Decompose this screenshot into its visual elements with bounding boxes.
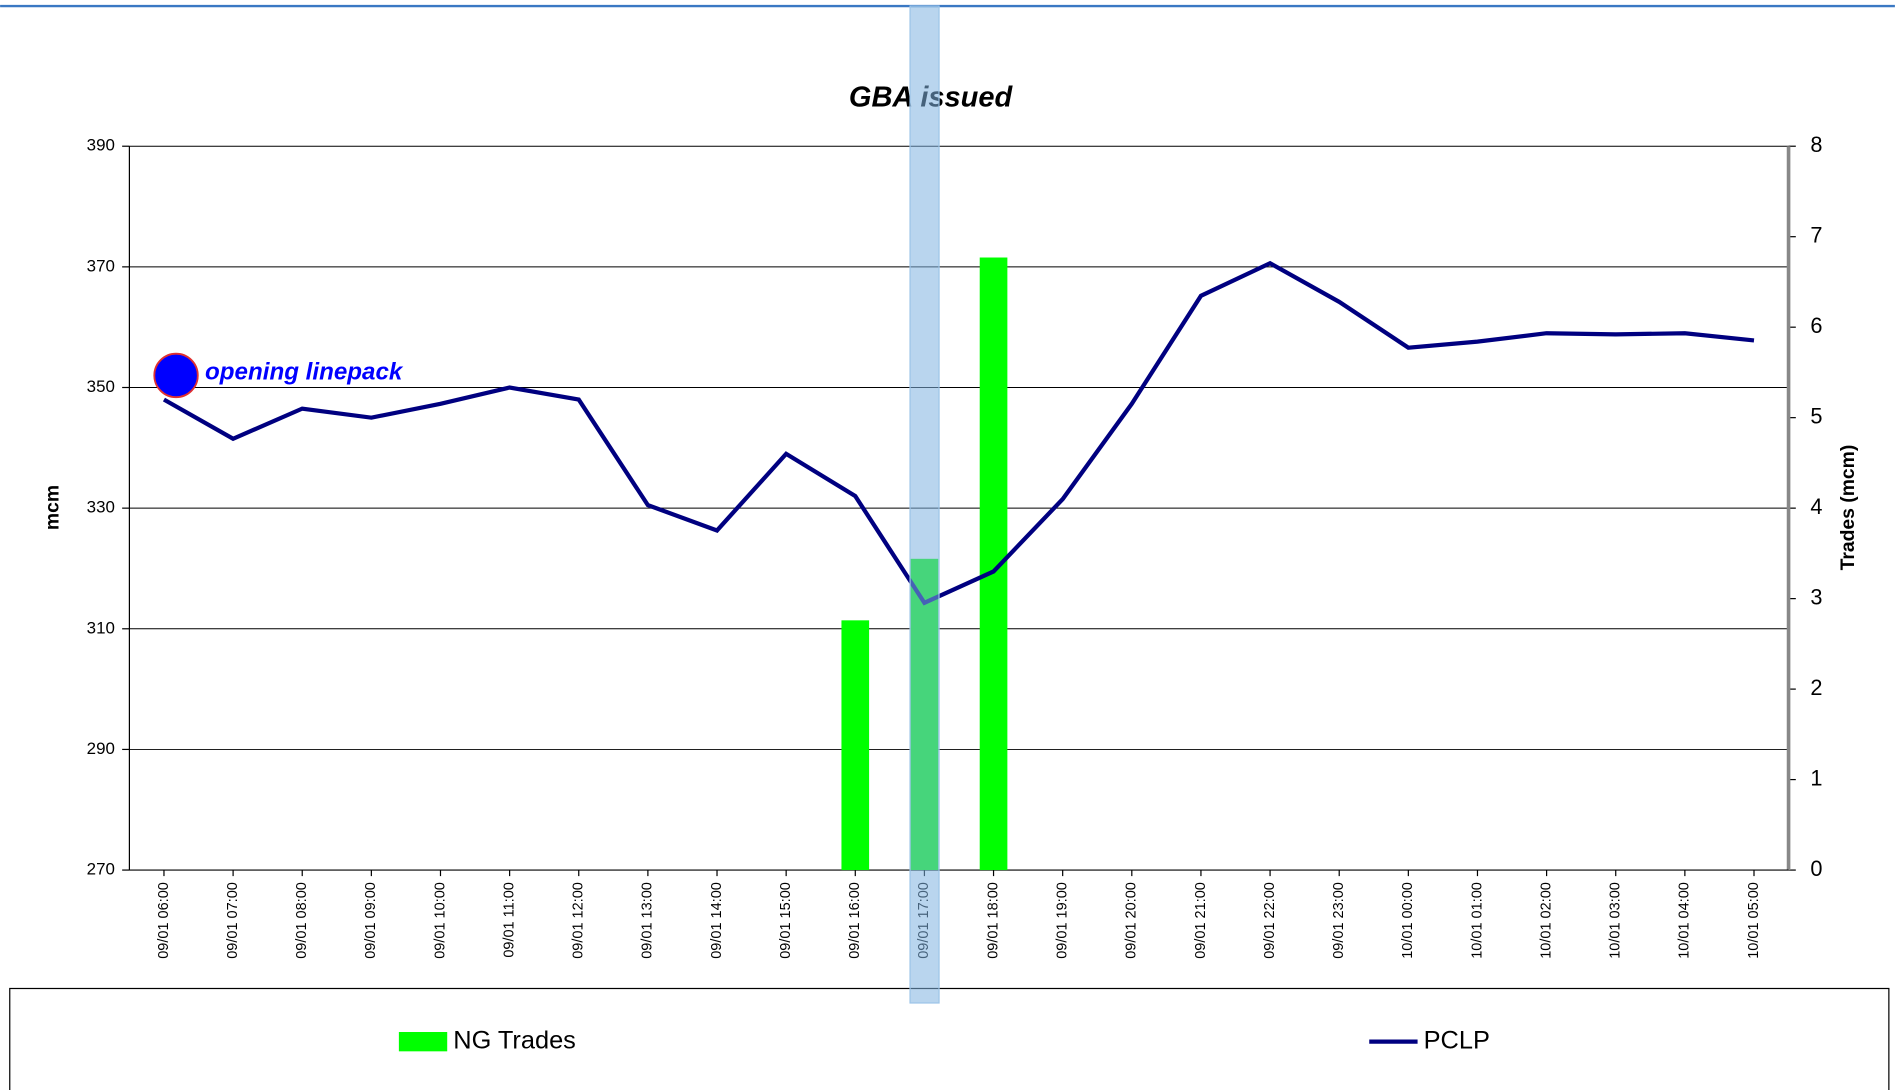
x-tick-label: 09/01 23:00 [1331,882,1347,959]
annotation-label: opening linepack [205,358,404,385]
line [162,260,1755,606]
x-tick-label: 09/01 09:00 [363,882,379,959]
x-tick-label: 09/01 14:00 [709,882,725,959]
y-tick-label: 330 [87,498,115,517]
y-tick-label: 370 [87,256,115,275]
y2-tick-label: 5 [1810,403,1822,428]
x-tick-label: 10/01 03:00 [1608,882,1624,959]
x-tick-label: 09/01 08:00 [294,882,310,959]
legend-box [9,987,1890,1090]
y2-tick-label: 6 [1810,313,1822,338]
x-tick-label: 10/01 00:00 [1400,882,1416,959]
x-tick-label: 09/01 16:00 [847,882,863,959]
x-tick-label: 09/01 13:00 [640,882,656,959]
y-tick-label: 310 [87,618,115,637]
y2-tick-label: 3 [1810,584,1822,609]
y2-tick-label: 2 [1810,675,1822,700]
y2-tick-label: 7 [1810,222,1822,247]
x-tick-label: 09/01 22:00 [1262,882,1278,959]
y2-tick-label: 1 [1810,765,1822,790]
plot: 270 290 310 330 350 370 390 0 1 2 3 4 5 6 7 8 09/01 06:0… [87,132,1823,1054]
legend-label: NG Trades [453,1026,576,1054]
x-tick-label: 09/01 06:00 [156,882,172,959]
bar [841,620,870,871]
legend-label: PCLP [1424,1026,1490,1054]
x-tick-label: 09/01 10:00 [432,882,448,959]
y2-tick-label: 8 [1810,132,1822,157]
x-tick-label: 09/01 18:00 [985,882,1001,959]
y-tick-label: 350 [87,377,115,396]
y-axis-label: mcm [42,485,63,530]
x-tick-label: 10/01 04:00 [1677,882,1693,959]
x-tick-label: 09/01 12:00 [571,882,587,959]
x-tick-label: 10/01 02:00 [1538,882,1554,959]
x-tick-label: 10/01 05:00 [1746,882,1762,959]
y-tick-label: 270 [87,860,115,879]
x-tick-label: 09/01 19:00 [1055,882,1071,959]
y-tick-label: 290 [87,739,115,758]
x-tick-label: 09/01 21:00 [1193,882,1209,959]
y2-tick-label: 0 [1810,856,1822,881]
y2-tick-label: 4 [1810,494,1822,519]
y2-axis-label: Trades (mcm) [1838,445,1859,571]
annotation-marker [153,352,199,399]
x-tick-label: 09/01 15:00 [778,882,794,959]
y-tick-label: 390 [87,136,115,155]
x-tick-label: 09/01 07:00 [225,882,241,959]
selection-highlight [909,5,940,1004]
x-tick-label: 09/01 20:00 [1124,882,1140,959]
legend-swatch [398,1031,448,1052]
x-tick-label: 10/01 01:00 [1469,882,1485,959]
x-tick-label: 09/01 11:00 [501,882,517,958]
